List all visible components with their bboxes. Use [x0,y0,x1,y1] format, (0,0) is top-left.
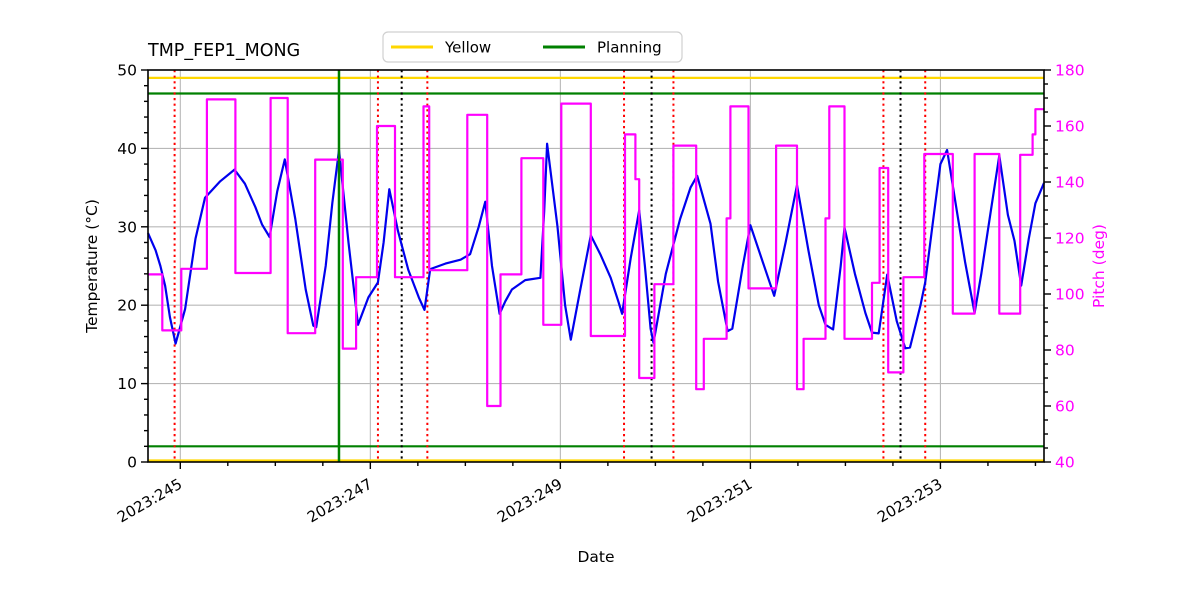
temperature-line [146,142,1046,350]
right-y-tick-label: 100 [1055,286,1085,304]
left-y-tick-label: 10 [117,375,137,393]
x-axis-label: Date [577,548,614,566]
right-y-tick-label: 180 [1055,62,1085,80]
right-y-tick-label: 40 [1055,454,1075,472]
legend-yellow-label: Yellow [444,39,491,57]
right-y-tick-label: 160 [1055,118,1085,136]
left-y-tick-label: 0 [127,454,137,472]
legend-planning-label: Planning [597,39,662,57]
right-y-tick-label: 60 [1055,398,1075,416]
legend-box [382,31,683,63]
left-y-tick-label: 40 [117,140,137,158]
right-y-tick-label: 120 [1055,230,1085,248]
right-y-tick-label: 80 [1055,342,1075,360]
data-series [146,96,1046,408]
left-y-axis-label: Temperature (°C) [83,199,101,334]
chart-title: TMP_FEP1_MONG [147,41,300,61]
right-y-tick-label: 140 [1055,174,1085,192]
limit-lines [148,76,1044,462]
right-y-axis-label: Pitch (deg) [1090,224,1108,308]
legend: Yellow Planning [382,31,683,63]
axis-ticks [141,69,1051,469]
left-y-tick-label: 30 [117,218,137,236]
left-y-tick-label: 50 [117,62,137,80]
left-y-tick-label: 20 [117,297,137,315]
pitch-line [148,96,1044,408]
